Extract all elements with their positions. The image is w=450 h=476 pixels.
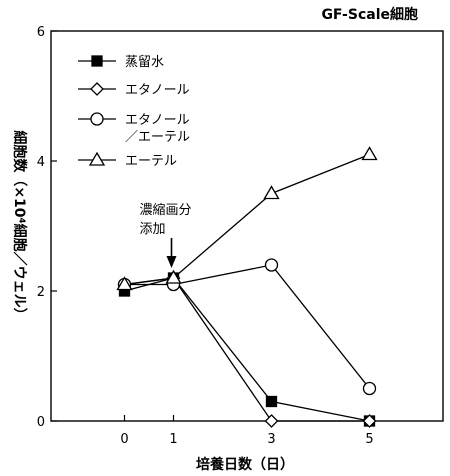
legend-label: 蒸留水 [125,55,164,70]
series-2 [124,277,370,422]
series-line [124,277,370,422]
x-tick-label: 5 [365,432,373,447]
x-axis: 0 1 3 5 [120,415,374,447]
legend-label: ／エーテル [125,130,190,145]
plot-frame [50,30,444,422]
data-point [264,258,279,272]
legend-item: エタノール [78,82,190,98]
x-axis-label: 培養日数（日） [196,456,294,473]
series-3-points [117,258,377,396]
x-tick-label: 3 [267,432,275,447]
legend-item: 蒸留水 [78,55,164,70]
series-4 [124,153,370,286]
data-point [116,276,133,291]
series-line [124,277,370,422]
y-axis-label: 細胞数（×10⁴細胞／ウェル） [11,130,28,321]
series-line [124,153,370,286]
legend-label: エタノール [125,113,190,128]
series-1-points [118,272,376,427]
annotation-text: 添加 [140,222,166,237]
data-point [362,414,377,428]
legend-label: エタノール [125,83,190,98]
annotation-text: 濃縮画分 [140,202,192,218]
series-3 [124,264,371,389]
series-line [124,264,371,389]
data-point [263,185,280,200]
series-1 [124,277,370,422]
data-point [165,269,182,284]
y-tick-label: 4 [37,155,45,170]
legend-item: エタノール ／エーテル [78,112,190,145]
data-point [361,146,378,161]
data-point [362,381,377,396]
annotation-arrow-head [166,256,177,268]
legend-label: エーテル [125,154,177,169]
y-axis: 0 2 4 6 [37,25,57,430]
data-point [265,395,278,408]
y-tick-label: 0 [37,415,45,430]
data-point [264,414,279,428]
legend-marker [90,82,104,96]
x-tick-label: 1 [169,432,177,447]
legend-item: エーテル [78,151,177,169]
y-tick-label: 6 [37,25,45,40]
series-4-points [116,146,378,291]
chart-title: GF-Scale細胞 [321,6,418,23]
series-2-points [117,271,377,428]
x-tick-label: 0 [120,432,128,447]
legend-marker [88,151,106,166]
legend-marker [91,55,103,67]
y-tick-label: 2 [37,285,45,300]
series-layer [116,146,378,428]
legend-marker [90,112,104,126]
